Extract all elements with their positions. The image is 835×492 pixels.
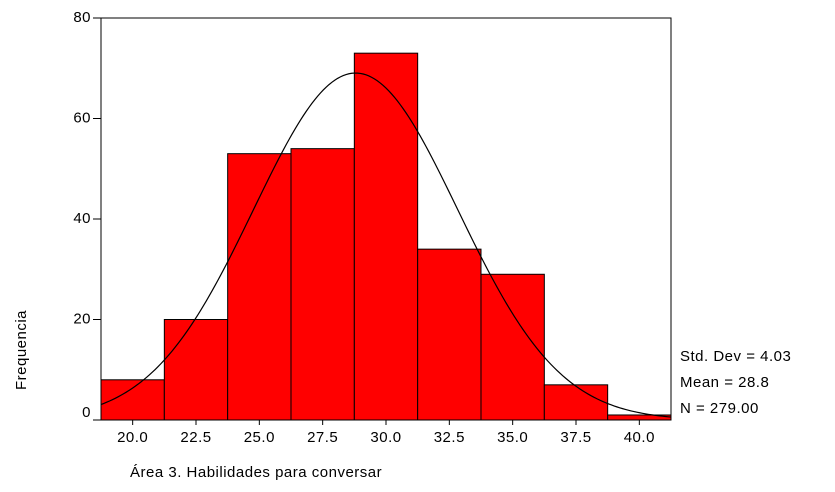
stat-std-dev: Std. Dev = 4.03 <box>680 348 791 365</box>
bar <box>163 319 229 421</box>
x-tick-label: 22.5 <box>180 429 211 446</box>
x-tick-label: 40.0 <box>624 429 655 446</box>
x-tick-label: 27.5 <box>307 429 338 446</box>
x-tick-label: 35.0 <box>497 429 528 446</box>
x-tick-label: 32.5 <box>434 429 465 446</box>
x-tick-label: 37.5 <box>560 429 591 446</box>
y-axis-label: Frequencia <box>13 310 30 390</box>
bar <box>480 273 545 421</box>
y-tick-label: 40 <box>73 210 91 227</box>
y-tick-label: 20 <box>73 310 91 327</box>
y-tick-label: 80 <box>73 9 91 26</box>
y-tick-label: 60 <box>73 109 91 126</box>
bar <box>417 248 482 421</box>
y-tick-label: 0 <box>82 404 91 421</box>
bar <box>290 148 355 421</box>
x-tick-label: 20.0 <box>117 429 148 446</box>
x-tick-label: 25.0 <box>244 429 275 446</box>
normal-curve <box>100 72 672 418</box>
x-tick-label: 30.0 <box>370 429 401 446</box>
x-axis-label: Área 3. Habilidades para conversar <box>130 464 382 481</box>
stat-n: N = 279.00 <box>680 400 759 417</box>
bar <box>353 52 419 421</box>
bar <box>543 384 609 421</box>
bar <box>227 153 292 421</box>
stat-mean: Mean = 28.8 <box>680 374 769 391</box>
